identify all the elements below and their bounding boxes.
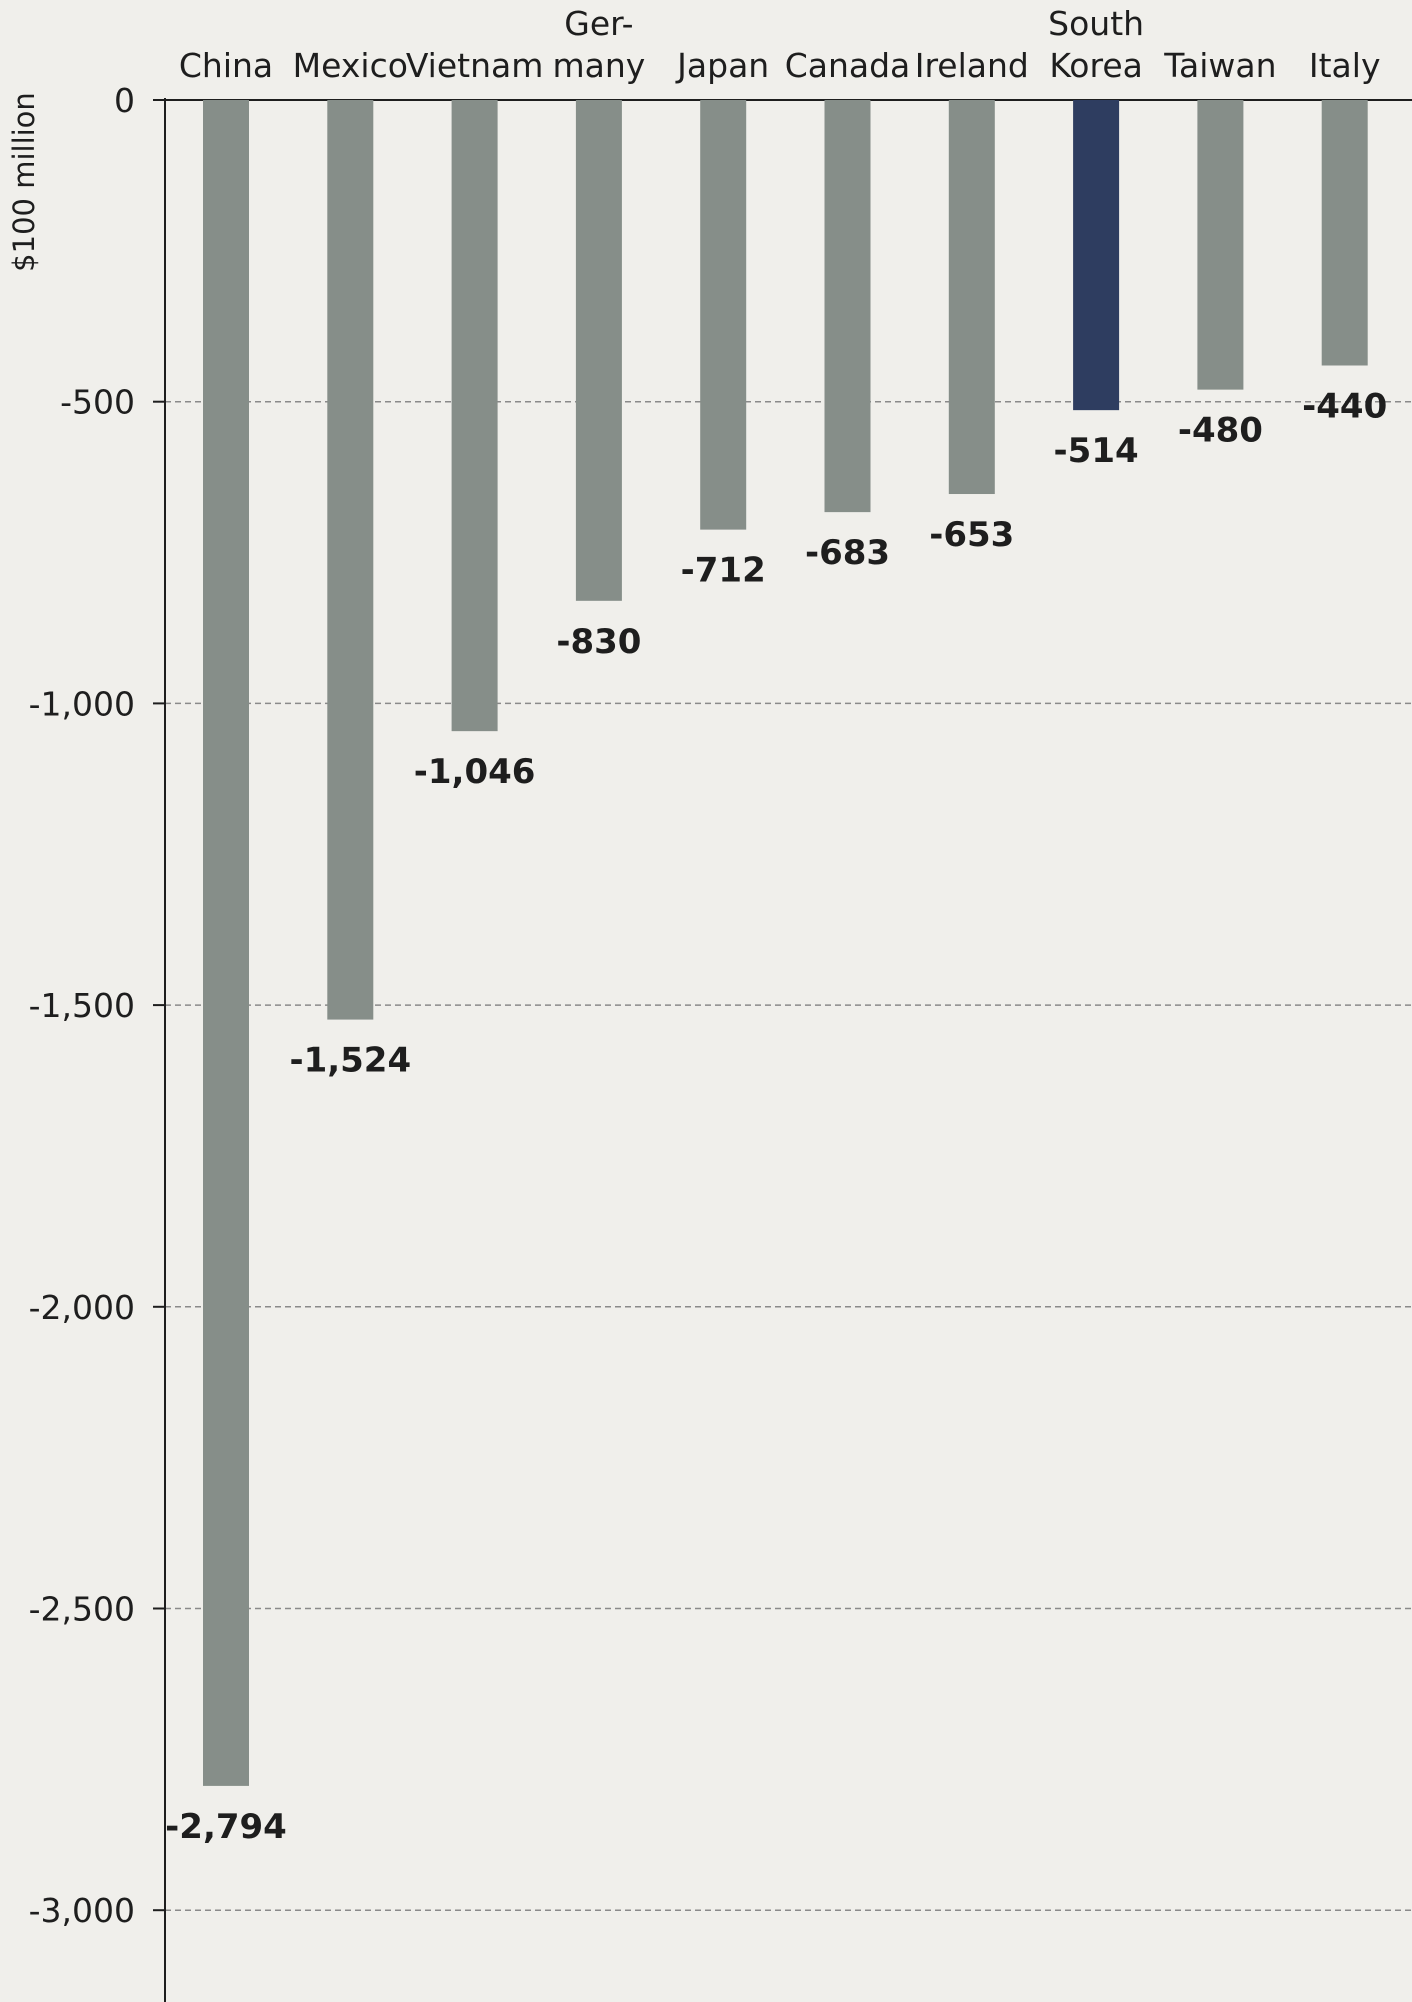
category-label: Italy <box>1309 46 1381 85</box>
category-label: Korea <box>1049 46 1143 85</box>
bar <box>1197 100 1244 390</box>
bar <box>327 100 374 1020</box>
data-label: -480 <box>1178 411 1263 451</box>
data-label: -683 <box>805 533 890 573</box>
y-tick-label: 0 <box>114 81 135 120</box>
data-label: -830 <box>556 622 641 662</box>
category-label: South <box>1048 4 1144 43</box>
bar <box>203 100 249 1786</box>
y-tick-label: -1,000 <box>29 684 135 723</box>
y-tick-label: -3,000 <box>29 1891 135 1930</box>
data-label: -1,524 <box>289 1041 411 1081</box>
y-tick-label: -500 <box>60 383 135 422</box>
y-tick-label: -2,000 <box>29 1288 135 1327</box>
y-axis-title: $100 million <box>7 92 41 272</box>
data-label: -653 <box>929 515 1014 555</box>
category-label: China <box>179 46 273 85</box>
category-label: Ireland <box>915 46 1029 85</box>
data-label: -514 <box>1054 431 1139 471</box>
data-label: -1,046 <box>414 752 536 792</box>
category-label: Taiwan <box>1163 46 1276 85</box>
bar <box>700 100 747 530</box>
category-label: Japan <box>675 46 769 85</box>
data-label: -712 <box>681 551 766 591</box>
bar <box>1321 100 1368 366</box>
y-tick-label: -2,500 <box>29 1590 135 1629</box>
category-label: Vietnam <box>406 46 544 85</box>
y-tick-label: -1,500 <box>29 986 135 1025</box>
bar <box>948 100 995 495</box>
bar <box>451 100 498 732</box>
category-label: Mexico <box>293 46 408 85</box>
data-label: -440 <box>1302 386 1387 426</box>
bar <box>1073 100 1120 411</box>
bar <box>824 100 871 513</box>
category-label: Canada <box>785 46 911 85</box>
category-label: Ger- <box>564 4 633 43</box>
category-label: many <box>552 46 645 85</box>
bar <box>575 100 622 601</box>
data-label: -2,794 <box>165 1807 287 1847</box>
